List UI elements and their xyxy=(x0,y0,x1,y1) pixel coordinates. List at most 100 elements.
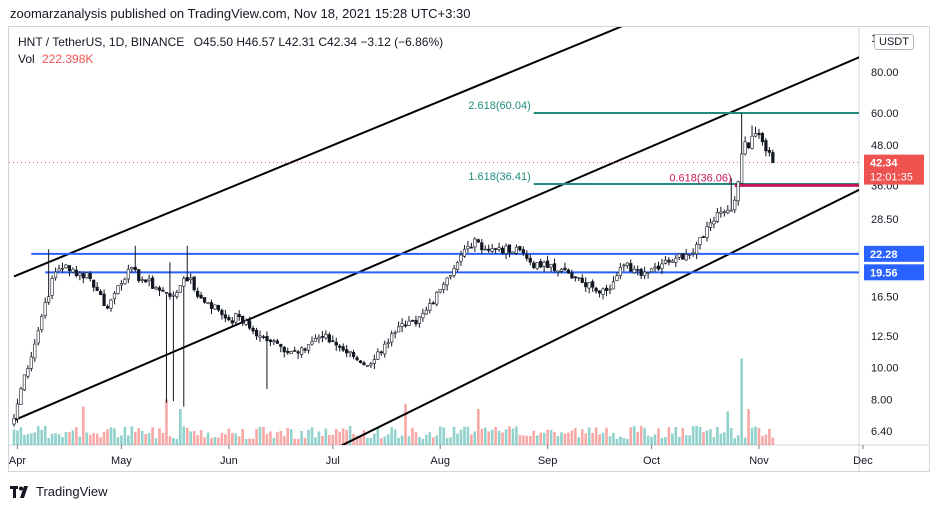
candle-body xyxy=(36,330,40,344)
candle-body xyxy=(653,266,657,269)
volume-bar xyxy=(587,427,591,445)
volume-bar xyxy=(92,432,95,445)
volume-bar xyxy=(626,438,629,445)
candle-body xyxy=(265,335,269,342)
candle-body xyxy=(303,348,307,351)
volume-bar xyxy=(688,435,691,445)
volume-bar xyxy=(196,435,199,445)
time-axis[interactable]: Apr May Jun Jul Aug Sep Oct Nov Dec xyxy=(9,445,873,467)
candle-body xyxy=(85,272,89,279)
volume-bar xyxy=(574,428,577,445)
price-axis[interactable]: 16.408.0010.0012.5016.5028.5036.0048.006… xyxy=(871,33,899,438)
volume-bar xyxy=(553,432,556,445)
volume-bar xyxy=(386,434,390,445)
volume-bar xyxy=(716,427,719,445)
candle-body xyxy=(552,263,557,272)
candle-body xyxy=(33,343,37,359)
volume-bar xyxy=(224,434,227,445)
volume-bar xyxy=(279,430,283,445)
candle-body xyxy=(740,153,744,184)
time-tick-label: Dec xyxy=(853,455,873,467)
candle-body xyxy=(95,286,99,291)
candle-body xyxy=(116,285,120,294)
volume-bar xyxy=(463,426,466,445)
volume-bar xyxy=(425,434,428,445)
candle-body xyxy=(649,268,654,273)
symbol-title[interactable]: HNT / TetherUS, 1D, BINANCE xyxy=(18,35,185,49)
footer-brand-text: TradingView xyxy=(36,484,108,499)
fib-level-label: 2.618(60.04) xyxy=(468,100,530,112)
candle-body xyxy=(40,316,44,331)
candle-body xyxy=(182,278,186,287)
volume-bar xyxy=(172,437,175,445)
candlesticks xyxy=(12,113,775,427)
candle-body xyxy=(722,211,726,214)
volume-bar xyxy=(151,427,154,445)
volume-bar xyxy=(501,432,504,445)
candle-body xyxy=(442,283,446,290)
volume-bar xyxy=(729,428,733,445)
volume-bar xyxy=(116,437,120,445)
candle-body xyxy=(390,333,394,343)
volume-bar xyxy=(719,433,723,445)
currency-button[interactable]: USDT xyxy=(874,34,914,50)
footer-brand[interactable]: TradingView xyxy=(10,484,108,499)
volume-bar xyxy=(601,432,605,445)
volume-bar xyxy=(331,434,335,445)
volume-bar xyxy=(369,437,373,445)
volume-bar xyxy=(203,437,206,445)
candle-body xyxy=(767,149,771,153)
volume-bar xyxy=(684,435,688,445)
time-tick-label: Oct xyxy=(643,455,660,467)
candle-body xyxy=(202,297,207,303)
candle-body xyxy=(556,270,560,273)
volume-bar xyxy=(341,428,345,445)
volume-bar xyxy=(404,404,407,445)
candle-body xyxy=(213,304,217,310)
volume-bar xyxy=(570,430,574,445)
volume-bar xyxy=(109,427,113,445)
volume-bar xyxy=(217,437,220,445)
candle-body xyxy=(483,248,487,251)
volume-bar xyxy=(328,434,331,445)
candle-body xyxy=(743,141,747,155)
volume-bar xyxy=(480,428,484,445)
volume-bar xyxy=(712,437,716,445)
volume-bar xyxy=(255,428,258,445)
volume-bar xyxy=(577,437,581,445)
candle-body xyxy=(241,315,245,324)
volume-bar xyxy=(764,434,768,445)
volume-bar xyxy=(619,436,622,445)
candle-body xyxy=(591,281,595,288)
candle-body xyxy=(275,340,279,344)
candle-body xyxy=(372,359,376,364)
price-tick-label: 28.50 xyxy=(871,214,899,226)
volume-bar xyxy=(251,438,255,445)
candle-body xyxy=(618,267,622,276)
candle-body xyxy=(403,324,408,327)
volume-value: 222.398K xyxy=(42,52,94,66)
volume-bar xyxy=(709,429,712,445)
time-tick-label: Jul xyxy=(326,455,340,467)
candle-body xyxy=(452,268,456,276)
candle-body xyxy=(320,336,324,338)
candle-body xyxy=(331,340,335,343)
volume-bar xyxy=(99,437,102,445)
candle-body xyxy=(151,277,155,289)
volume-bar xyxy=(733,438,737,445)
candle-body xyxy=(760,133,765,143)
candle-body xyxy=(74,269,78,277)
volume-bar xyxy=(237,436,241,445)
candle-body xyxy=(750,135,754,149)
candle-body xyxy=(497,247,501,250)
volume-bar xyxy=(431,437,435,445)
volume-bar xyxy=(636,431,639,445)
volume-bar xyxy=(466,426,470,445)
volume-bar xyxy=(289,429,293,445)
candle-body xyxy=(435,291,439,305)
volume-bar xyxy=(379,438,383,445)
candle-body xyxy=(237,314,241,318)
volume-bar xyxy=(300,430,303,445)
volume-bar xyxy=(664,437,667,445)
